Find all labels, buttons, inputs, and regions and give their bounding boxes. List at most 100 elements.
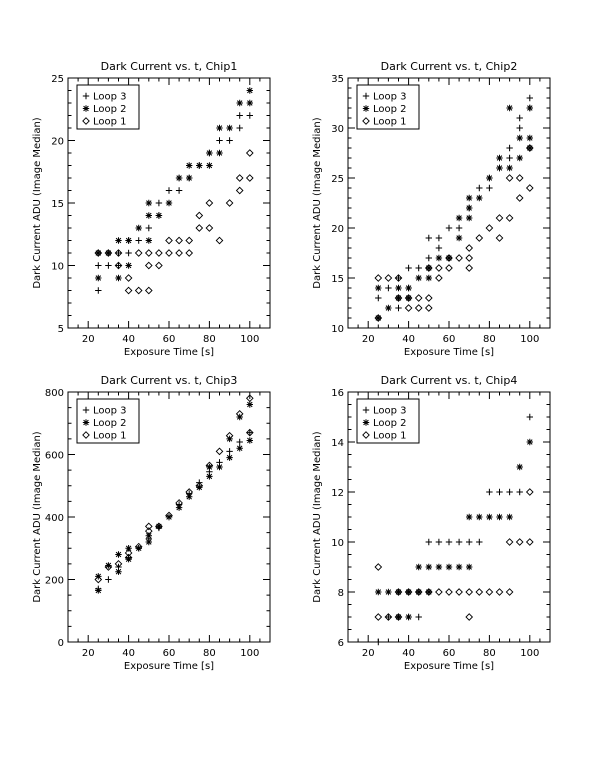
data-point	[245, 394, 254, 403]
data-point	[95, 249, 102, 257]
data-point	[195, 211, 204, 220]
y-tick-label: 10	[331, 538, 344, 549]
data-point	[394, 294, 403, 302]
data-point	[215, 236, 224, 245]
legend-label: Loop 2	[373, 104, 407, 115]
data-point	[476, 194, 483, 202]
legend-marker	[362, 406, 370, 414]
y-axis-label: Dark Current ADU (Image Median)	[312, 117, 323, 288]
data-point	[455, 214, 463, 222]
data-point	[486, 184, 493, 192]
data-point	[124, 274, 133, 282]
data-point	[445, 538, 453, 546]
data-point	[384, 613, 393, 621]
data-point	[525, 184, 534, 192]
data-point	[455, 588, 463, 596]
data-point	[165, 249, 173, 257]
data-point	[405, 613, 412, 621]
legend-label: Loop 3	[373, 92, 407, 103]
data-point	[425, 588, 432, 596]
data-point	[526, 104, 533, 112]
data-point	[424, 588, 433, 596]
series-loop-3	[375, 413, 533, 646]
data-point	[236, 99, 243, 107]
data-point	[125, 237, 132, 244]
data-point	[216, 149, 223, 157]
data-point	[465, 588, 474, 596]
data-point	[405, 264, 412, 272]
y-tick-label: 10	[331, 324, 344, 335]
data-point	[375, 314, 382, 322]
y-tick-label: 14	[331, 438, 344, 449]
data-point	[115, 249, 122, 257]
y-tick-label: 600	[45, 451, 64, 462]
data-point	[206, 149, 213, 157]
data-point	[385, 613, 392, 621]
data-point	[104, 563, 113, 571]
data-point	[476, 184, 483, 192]
data-point	[404, 304, 413, 312]
data-point	[515, 194, 524, 202]
data-point	[175, 249, 183, 257]
data-point	[415, 264, 422, 272]
data-point	[415, 563, 422, 571]
data-point	[395, 284, 402, 292]
data-point	[516, 154, 523, 162]
data-point	[236, 445, 243, 452]
legend-marker	[362, 92, 370, 100]
data-point	[205, 461, 214, 470]
legend-marker	[82, 92, 90, 100]
data-point	[445, 224, 453, 232]
data-point	[385, 284, 392, 292]
data-point	[486, 513, 493, 521]
data-point	[506, 154, 513, 162]
x-tick-label: 100	[240, 334, 259, 345]
data-point	[95, 274, 102, 282]
data-point	[375, 284, 382, 292]
data-point	[185, 236, 194, 245]
data-point	[435, 234, 443, 242]
data-point	[394, 613, 403, 621]
data-point	[415, 274, 422, 282]
data-point	[485, 588, 494, 596]
data-point	[226, 124, 233, 132]
x-tick-label: 20	[82, 648, 95, 659]
legend-label: Loop 1	[373, 117, 407, 128]
data-point	[435, 588, 443, 596]
data-point	[425, 234, 432, 242]
data-point	[486, 488, 493, 496]
y-tick-label: 30	[331, 124, 344, 135]
data-point	[246, 99, 253, 107]
data-point	[505, 538, 514, 546]
data-point	[516, 488, 523, 496]
data-point	[405, 284, 412, 292]
data-point	[165, 511, 173, 520]
data-point	[445, 254, 453, 262]
data-point	[215, 447, 224, 456]
data-point	[424, 294, 433, 302]
data-point	[425, 563, 432, 571]
data-point	[195, 224, 204, 232]
data-point	[374, 314, 383, 322]
legend-marker	[82, 406, 90, 414]
data-point	[114, 560, 123, 568]
data-point	[496, 488, 503, 496]
legend-label: Loop 2	[93, 104, 127, 115]
data-point	[395, 294, 402, 302]
x-tick-label: 80	[483, 334, 496, 345]
data-point	[435, 254, 443, 262]
data-point	[175, 236, 183, 245]
data-point	[525, 488, 534, 496]
data-point	[435, 274, 443, 282]
data-point	[216, 124, 223, 132]
data-point	[144, 249, 153, 257]
chart-panel-1: Dark Current vs. t, Chip1 20 40 60 80 100 Expo…	[32, 60, 271, 358]
data-point	[495, 588, 504, 596]
x-tick-label: 60	[163, 334, 176, 345]
data-point	[496, 154, 503, 162]
data-point	[486, 174, 493, 182]
data-point	[466, 538, 473, 546]
